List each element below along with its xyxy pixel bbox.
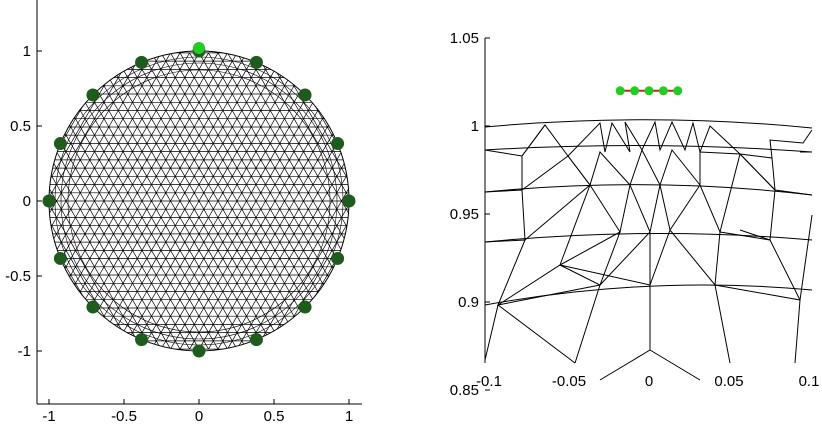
y-tick-label: -1 bbox=[18, 343, 31, 360]
y-tick-label: 0.9 bbox=[458, 294, 479, 311]
electrode-marker bbox=[135, 55, 149, 69]
x-tick-label: 0 bbox=[645, 373, 653, 390]
x-tick-label: 0.5 bbox=[264, 408, 285, 424]
electrode-marker bbox=[331, 137, 345, 151]
y-tick-label: -0.5 bbox=[5, 268, 31, 285]
zoomed-mesh-edge bbox=[484, 284, 813, 306]
electrode-marker bbox=[192, 344, 206, 358]
electrode-marker bbox=[249, 55, 263, 69]
x-tick-label: -0.05 bbox=[552, 373, 586, 390]
electrode-marker bbox=[298, 88, 312, 102]
zoomed-mesh-edge bbox=[484, 119, 813, 129]
mesh-ring bbox=[67, 69, 331, 333]
electrode-point bbox=[673, 86, 683, 96]
y-tick-label: 0.95 bbox=[450, 206, 479, 223]
triangle-mesh bbox=[49, 52, 349, 350]
x-tick-label: 0 bbox=[195, 408, 203, 424]
electrode-marker bbox=[249, 333, 263, 347]
electrode-point bbox=[615, 86, 625, 96]
electrode-marker bbox=[86, 300, 100, 314]
zoomed-mesh-edge bbox=[521, 120, 813, 159]
y-tick-label: 1.05 bbox=[450, 30, 479, 47]
zoomed-mesh bbox=[484, 119, 813, 381]
electrode-point bbox=[658, 86, 668, 96]
electrode-marker bbox=[86, 88, 100, 102]
x-tick-label: 1 bbox=[345, 408, 353, 424]
y-tick-label: 0.85 bbox=[450, 382, 479, 399]
zoomed-mesh-edge bbox=[521, 153, 776, 241]
electrode-point bbox=[630, 86, 640, 96]
electrode-marker bbox=[135, 333, 149, 347]
electrode-marker bbox=[331, 251, 345, 265]
source-point bbox=[193, 42, 205, 54]
mesh-ring bbox=[60, 62, 338, 340]
x-tick-label: -1 bbox=[42, 408, 55, 424]
left-plot: -1 -0.5 0 0.5 1 1 0.5 0 -0.5 -1 bbox=[5, 0, 362, 424]
x-tick-label: 0.1 bbox=[799, 373, 820, 390]
electrode-marker bbox=[342, 194, 356, 208]
y-tick-label: 0 bbox=[23, 193, 31, 210]
mesh-edges bbox=[49, 52, 349, 350]
electrode-marker bbox=[53, 137, 67, 151]
zoomed-mesh-edge bbox=[484, 183, 801, 301]
zoomed-mesh-edge bbox=[484, 151, 813, 381]
zoomed-mesh-edge bbox=[484, 124, 776, 192]
x-tick-label: -0.5 bbox=[111, 408, 137, 424]
x-tick-label: -0.1 bbox=[476, 373, 502, 390]
y-tick-label: 1 bbox=[23, 43, 31, 60]
x-tick-label: 0.05 bbox=[714, 373, 743, 390]
electrode-marker bbox=[53, 251, 67, 265]
zoomed-mesh-edge bbox=[484, 184, 813, 196]
right-plot: -0.1 -0.05 0 0.05 0.1 1.05 1 0.95 0.9 0.85 bbox=[450, 30, 820, 399]
electrode-marker bbox=[42, 194, 56, 208]
zoomed-mesh-edge bbox=[484, 144, 813, 153]
y-tick-label: 0.5 bbox=[10, 118, 31, 135]
electrode-marker bbox=[298, 300, 312, 314]
y-tick-label: 1 bbox=[471, 118, 479, 135]
electrode-point bbox=[644, 86, 654, 96]
zoomed-mesh-edge bbox=[484, 214, 813, 364]
